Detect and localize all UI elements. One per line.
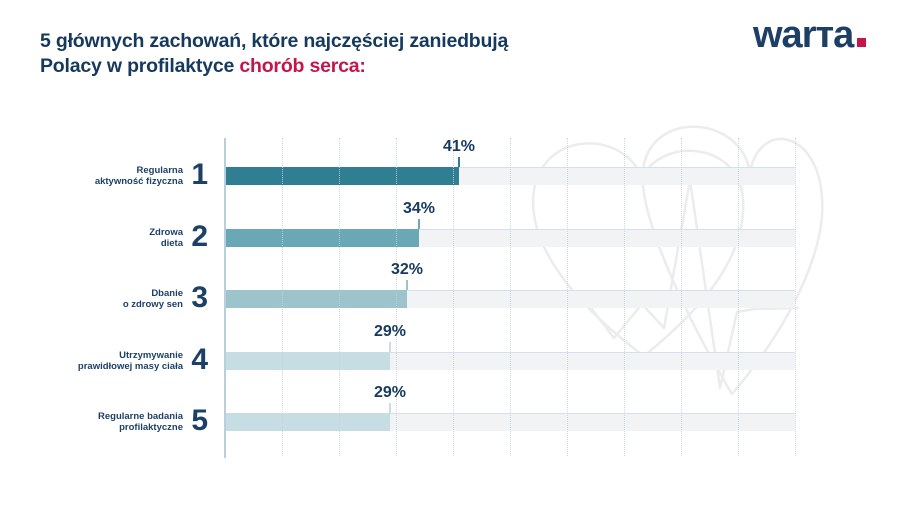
value-tick	[418, 219, 420, 229]
value-label: 41%	[442, 138, 476, 155]
value-label: 32%	[390, 261, 424, 278]
value-label: 29%	[373, 323, 407, 340]
page-title: 5 głównych zachowań, które najczęściej z…	[40, 29, 508, 79]
title-line-1: 5 głównych zachowań, które najczęściej z…	[40, 30, 509, 52]
logo-dot	[857, 38, 867, 47]
value-tick	[458, 157, 460, 167]
category-label: Regularne badania profilaktyczne	[98, 411, 183, 433]
bar-fill	[225, 229, 419, 247]
gridline	[510, 138, 511, 456]
gridline	[339, 138, 340, 456]
bar-fill	[225, 167, 459, 185]
rank-number: 3	[191, 281, 208, 314]
title-line-2: Polacy w profilaktyce chorób serca:	[40, 55, 366, 77]
axis-line	[224, 138, 226, 458]
rank-number: 2	[191, 220, 208, 253]
value-label: 29%	[373, 384, 407, 401]
heart-outline-right	[641, 125, 824, 396]
bar-fill	[225, 290, 407, 308]
gridline	[282, 138, 283, 456]
gridline	[795, 138, 796, 456]
rank-number: 5	[191, 404, 208, 437]
gridline	[396, 138, 397, 456]
category-label: Dbanie o zdrowy sen	[122, 288, 183, 310]
value-tick	[389, 342, 391, 352]
gridline	[738, 138, 739, 456]
gridline	[453, 138, 454, 456]
value-tick	[406, 280, 408, 290]
category-label: Regularna aktywność fizyczna	[94, 165, 183, 187]
rank-number: 1	[191, 158, 208, 191]
value-tick	[389, 403, 391, 413]
rank-number: 4	[191, 343, 208, 376]
gridline	[567, 138, 568, 456]
title-highlight: chorób serca:	[239, 55, 366, 77]
category-label: Utrzymywanie prawidłowej masy ciała	[77, 350, 183, 372]
value-label: 34%	[402, 200, 436, 217]
bar-fill	[225, 352, 390, 370]
gridline	[624, 138, 625, 456]
bar-fill	[225, 413, 390, 431]
warta-logo: warтa	[753, 14, 867, 57]
category-label: Zdrowa dieta	[149, 227, 183, 249]
gridline	[681, 138, 682, 456]
